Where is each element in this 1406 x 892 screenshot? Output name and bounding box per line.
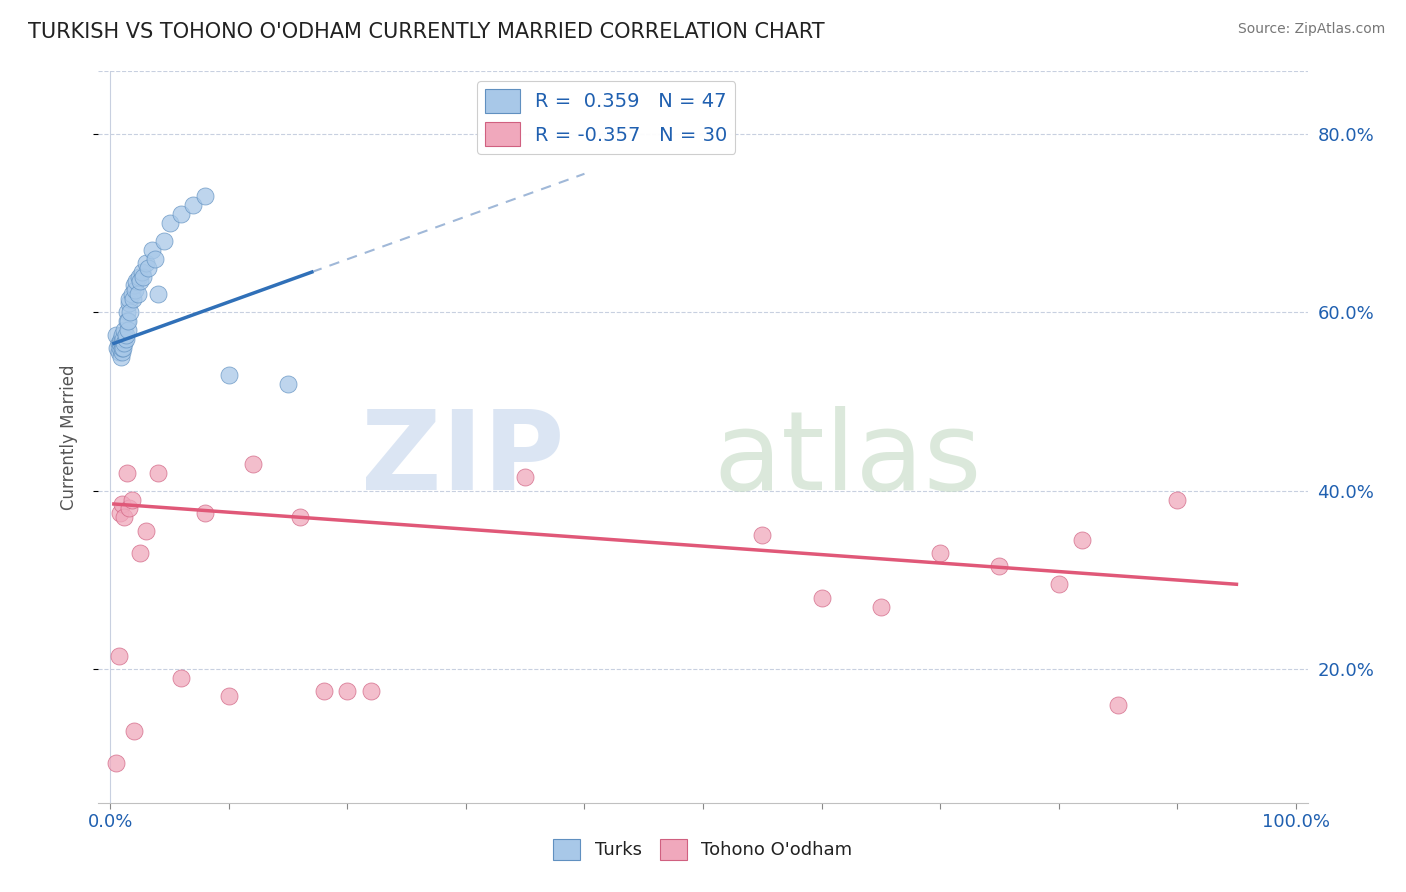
Point [112,341,135,355]
Point [143,252,166,266]
Point [129,274,152,288]
Point [312,684,335,698]
Point [127,287,149,301]
Point [988,559,1011,574]
Point [751,528,773,542]
Point [105,756,128,770]
Point [115,305,138,319]
Point [170,207,193,221]
Y-axis label: Currently Married: Currently Married [59,364,77,510]
Point [117,323,139,337]
Point [124,283,146,297]
Point [242,457,264,471]
Point [107,648,129,663]
Point [135,524,157,538]
Point [218,689,240,703]
Point [107,345,129,359]
Point [114,336,136,351]
Point [108,506,131,520]
Point [105,327,128,342]
Point [107,336,129,351]
Point [110,350,132,364]
Point [118,296,141,310]
Point [218,368,240,382]
Point [869,599,891,614]
Point [288,510,311,524]
Point [194,506,217,520]
Point [136,260,159,275]
Point [108,341,131,355]
Point [118,501,141,516]
Point [929,546,952,560]
Point [146,466,169,480]
Point [121,492,143,507]
Point [121,292,143,306]
Point [117,314,139,328]
Point [810,591,832,605]
Point [1166,492,1188,507]
Point [114,327,136,342]
Point [336,684,359,698]
Point [132,269,155,284]
Point [125,274,148,288]
Text: ZIP: ZIP [360,406,564,513]
Point [152,234,174,248]
Point [128,269,150,284]
Point [277,376,299,391]
Point [111,341,134,355]
Point [114,332,136,346]
Point [105,341,128,355]
Point [122,724,145,739]
Text: Source: ZipAtlas.com: Source: ZipAtlas.com [1237,22,1385,37]
Point [159,216,181,230]
Point [120,305,142,319]
Point [181,198,204,212]
Point [108,336,131,351]
Point [115,466,138,480]
Point [1107,698,1129,712]
Point [135,256,157,270]
Point [110,332,132,346]
Point [146,287,169,301]
Point [114,323,136,337]
Point [118,292,141,306]
Point [1047,577,1070,591]
Point [360,684,382,698]
Point [114,510,136,524]
Point [115,314,138,328]
Point [141,243,163,257]
Point [170,671,193,685]
Point [515,470,537,484]
Legend: Turks, Tohono O'odham: Turks, Tohono O'odham [546,831,860,867]
Point [111,336,134,351]
Point [122,278,145,293]
Point [1071,533,1094,547]
Point [111,497,134,511]
Text: atlas: atlas [714,406,983,513]
Point [111,345,134,359]
Point [112,332,135,346]
Point [111,327,134,342]
Point [121,287,143,301]
Point [194,189,217,203]
Point [129,546,152,560]
Text: TURKISH VS TOHONO O'ODHAM CURRENTLY MARRIED CORRELATION CHART: TURKISH VS TOHONO O'ODHAM CURRENTLY MARR… [28,22,825,42]
Point [131,265,153,279]
